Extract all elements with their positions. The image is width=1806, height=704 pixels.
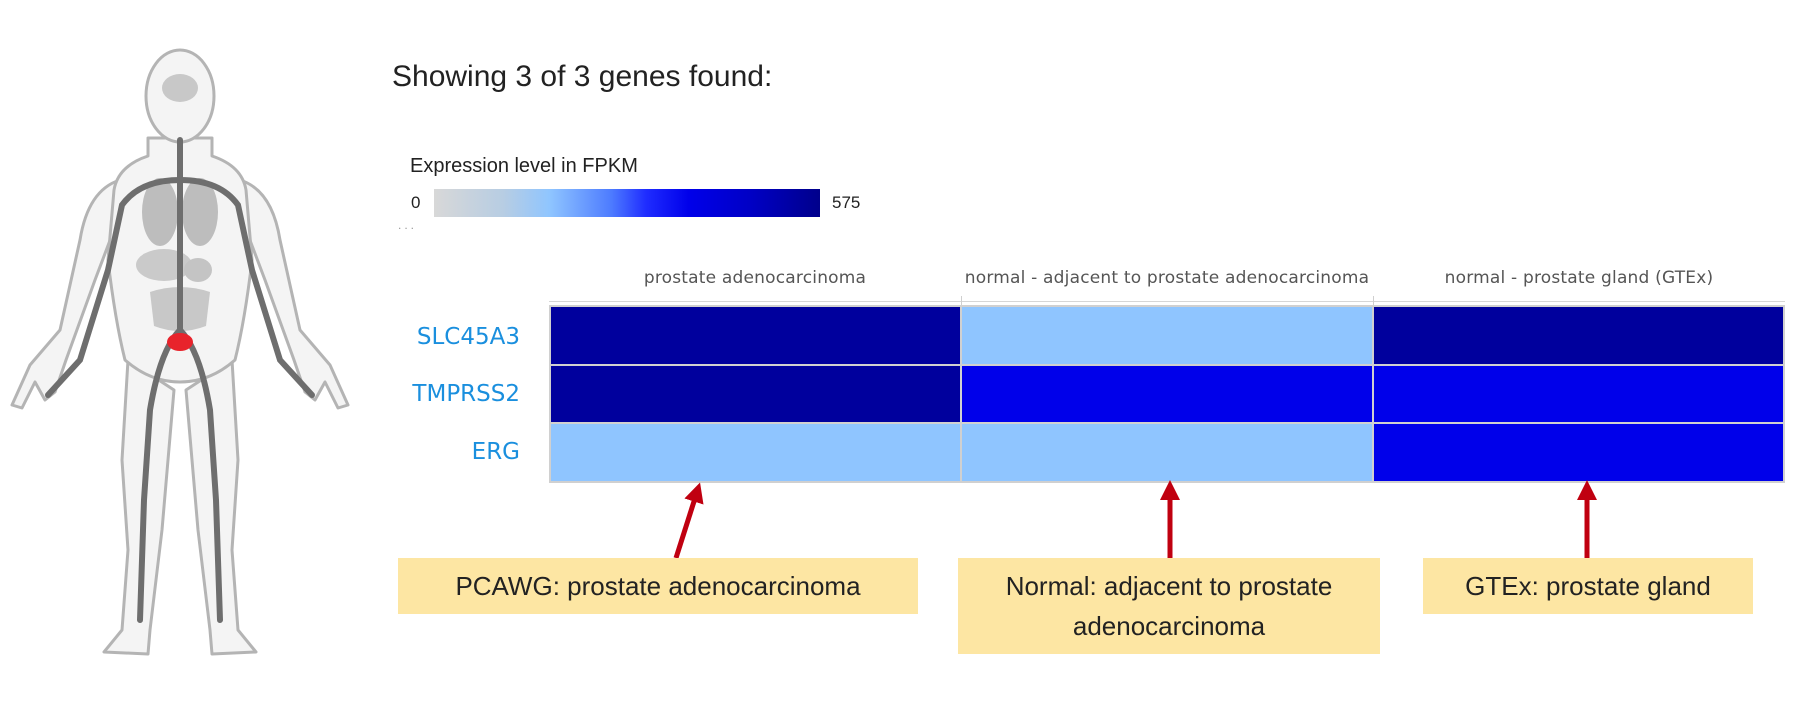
arrow-pcawg [673, 482, 704, 559]
gene-link-erg[interactable]: ERG [471, 439, 520, 465]
heatmap-cell-slc45a3-2[interactable] [962, 307, 1372, 364]
legend-dots: ... [398, 218, 418, 232]
expression-heatmap [549, 305, 1785, 483]
heatmap-cell-slc45a3-3[interactable] [1373, 307, 1783, 364]
legend-title: Expression level in FPKM [410, 155, 638, 177]
page-title: Showing 3 of 3 genes found: [392, 60, 773, 93]
legend-max-label: 575 [832, 193, 861, 212]
column-header-normal-gtex: normal - prostate gland (GTEx) [1444, 268, 1714, 288]
callout-normal-adjacent: Normal: adjacent to prostate adenocarcin… [958, 558, 1380, 654]
prostate-highlight-icon [167, 333, 193, 351]
heatmap-cell-tmprss2-3[interactable] [1373, 365, 1783, 423]
column-header-normal-adjacent: normal - adjacent to prostate adenocarci… [964, 268, 1370, 288]
heatmap-cell-tmprss2-1[interactable] [551, 365, 961, 423]
header-divider [549, 301, 1785, 302]
anatomy-figure [10, 48, 350, 656]
gene-link-tmprss2[interactable]: TMPRSS2 [412, 381, 520, 407]
callout-pcawg: PCAWG: prostate adenocarcinoma [398, 558, 918, 614]
column-header-prostate-adenocarcinoma: prostate adenocarcinoma [643, 268, 867, 288]
legend-min-label: 0 [411, 193, 421, 212]
header-tick [961, 296, 962, 306]
legend-gradient-bar [434, 189, 820, 217]
callout-gtex: GTEx: prostate gland [1423, 558, 1753, 614]
heatmap-cell-erg-2[interactable] [962, 424, 1372, 481]
heatmap-cell-erg-3[interactable] [1373, 424, 1783, 481]
header-tick [1373, 296, 1374, 306]
heatmap-cell-tmprss2-2[interactable] [962, 365, 1372, 423]
heatmap-cell-erg-1[interactable] [551, 424, 961, 481]
heatmap-cell-slc45a3-1[interactable] [551, 307, 961, 364]
gene-link-slc45a3[interactable]: SLC45A3 [416, 324, 520, 350]
